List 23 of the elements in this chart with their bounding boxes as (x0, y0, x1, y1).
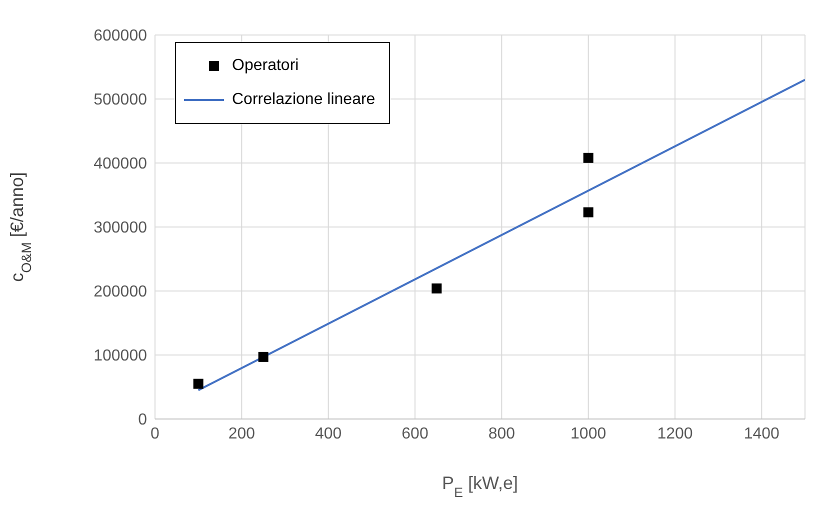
y-tick-label: 100000 (94, 348, 148, 365)
x-tick-label: 400 (314, 425, 342, 442)
y-tick-label: 200000 (94, 284, 148, 301)
x-tick-label: 1200 (657, 425, 693, 442)
y-tick-label: 600000 (94, 28, 148, 45)
x-tick-label: 1000 (570, 425, 606, 442)
point (583, 152, 594, 163)
y-tick-label: 300000 (94, 220, 148, 237)
point (258, 352, 268, 362)
point (583, 207, 594, 218)
point (193, 378, 204, 389)
y-tick-label: 500000 (94, 92, 148, 109)
x-tick-label: 200 (228, 425, 256, 442)
x-tick-label: 600 (402, 425, 428, 442)
x-axis-title: P$_{E}$ [kW,e] (442, 473, 518, 500)
y-tick-label: 400000 (94, 156, 148, 173)
y-tick-label: 0 (138, 412, 148, 429)
x-tick-label: 1400 (744, 425, 780, 442)
point (432, 283, 442, 294)
x-tick-label: 800 (488, 425, 516, 442)
x-tick-label: 0 (150, 425, 160, 442)
legend-label: Correlazione lineare (232, 91, 376, 109)
legend-label: Operatori (232, 57, 299, 75)
